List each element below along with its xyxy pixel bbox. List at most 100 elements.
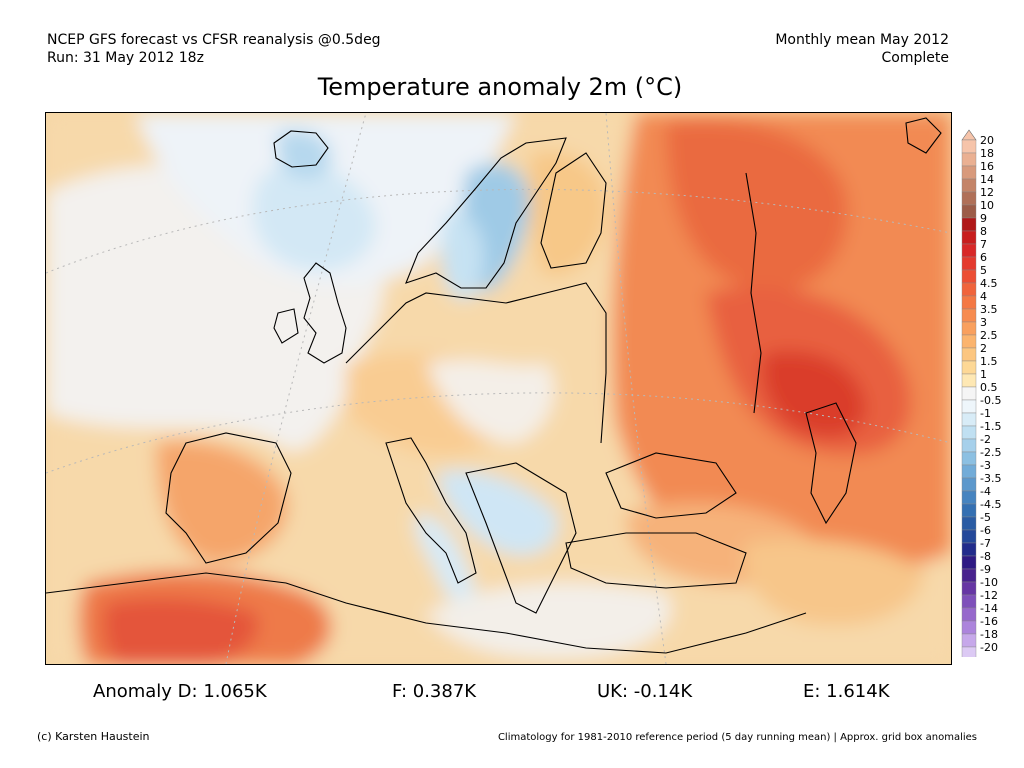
header-left: NCEP GFS forecast vs CFSR reanalysis @0.…	[47, 31, 381, 67]
colorbar-tick-label: -4	[980, 485, 991, 498]
colorbar-swatch	[961, 204, 977, 219]
colorbar-tick-label: 3.5	[980, 303, 998, 316]
colorbar-swatch	[961, 399, 977, 414]
stat-domain-anomaly: Anomaly D: 1.065K	[93, 681, 267, 702]
colorbar-tick-label: 2.5	[980, 329, 998, 342]
colorbar-tick-label: -3	[980, 459, 991, 472]
colorbar-swatch	[961, 438, 977, 453]
colorbar-swatch	[961, 308, 977, 323]
colorbar-swatch	[961, 152, 977, 167]
anomaly-map-graphic	[46, 113, 951, 664]
stat-europe-anomaly: E: 1.614K	[803, 681, 890, 702]
colorbar-tick-label: -12	[980, 589, 998, 602]
colorbar-swatch	[961, 334, 977, 349]
colorbar-tick-label: -18	[980, 628, 998, 641]
anomaly-stats: Anomaly D: 1.065K F: 0.387K UK: -0.14K E…	[0, 681, 1024, 707]
colorbar-tick-label: 3	[980, 316, 987, 329]
model-info: NCEP GFS forecast vs CFSR reanalysis @0.…	[47, 32, 381, 48]
colorbar-swatch	[961, 529, 977, 544]
map-title: Temperature anomaly 2m (°C)	[317, 73, 683, 101]
colorbar-labels: 201816141210987654.543.532.521.510.5-0.5…	[980, 134, 1001, 654]
colorbar-swatch	[961, 581, 977, 596]
colorbar-swatch	[961, 646, 977, 657]
colorbar-tick-label: 7	[980, 238, 987, 251]
colorbar-tick-label: 8	[980, 225, 987, 238]
colorbar-tick-label: 5	[980, 264, 987, 277]
colorbar-swatch	[961, 373, 977, 388]
colorbar-swatch	[961, 347, 977, 362]
colorbar-swatch	[961, 295, 977, 310]
colorbar-tick-label: 12	[980, 186, 994, 199]
stat-uk-anomaly: UK: -0.14K	[597, 681, 693, 702]
colorbar-tick-label: -2	[980, 433, 991, 446]
colorbar-tick-label: -10	[980, 576, 998, 589]
colorbar-tick-label: 18	[980, 147, 994, 160]
anomaly-map	[45, 112, 952, 665]
colorbar-tick-label: -1.5	[980, 420, 1001, 433]
colorbar-swatch	[961, 217, 977, 232]
colorbar-swatch	[961, 620, 977, 635]
colorbar-tick-label: 2	[980, 342, 987, 355]
colorbar-tick-label: 1.5	[980, 355, 998, 368]
colorbar-tick-label: -16	[980, 615, 998, 628]
colorbar-swatch	[961, 477, 977, 492]
colorbar-tick-label: 4	[980, 290, 987, 303]
colorbar-swatch	[961, 490, 977, 505]
colorbar-tick-label: 20	[980, 134, 994, 147]
colorbar-tick-label: 4.5	[980, 277, 998, 290]
colorbar-swatch	[961, 542, 977, 557]
colorbar-tick-label: -3.5	[980, 472, 1001, 485]
colorbar-swatch	[961, 594, 977, 609]
colorbar-tick-label: -5	[980, 511, 991, 524]
colorbar-swatches	[961, 129, 977, 657]
colorbar-tick-label: -14	[980, 602, 998, 615]
colorbar-tick-label: 14	[980, 173, 994, 186]
colorbar-tick-label: 10	[980, 199, 994, 212]
colorbar-tick-label: 16	[980, 160, 994, 173]
colorbar-swatch	[961, 633, 977, 648]
run-info: Run: 31 May 2012 18z	[47, 50, 204, 66]
status-info: Complete	[881, 50, 949, 66]
colorbar-swatch	[961, 412, 977, 427]
colorbar-tick-label: -2.5	[980, 446, 1001, 459]
colorbar-swatch	[961, 321, 977, 336]
colorbar-swatch	[961, 451, 977, 466]
colorbar-tick-label: -4.5	[980, 498, 1001, 511]
colorbar-tick-label: 0.5	[980, 381, 998, 394]
stat-france-anomaly: F: 0.387K	[392, 681, 477, 702]
coastlines	[46, 117, 942, 654]
colorbar-tick-label: -1	[980, 407, 991, 420]
period-info: Monthly mean May 2012	[775, 32, 949, 48]
colorbar-tick-label: -6	[980, 524, 991, 537]
header-right: Monthly mean May 2012 Complete	[775, 31, 949, 67]
colorbar-tick-label: -8	[980, 550, 991, 563]
colorbar-tick-label: -7	[980, 537, 991, 550]
colorbar-swatch	[961, 425, 977, 440]
graticule	[46, 113, 951, 664]
colorbar-swatch	[961, 568, 977, 583]
colorbar-tick-label: 1	[980, 368, 987, 381]
colorbar-tick-label: -20	[980, 641, 998, 654]
climatology-note: Climatology for 1981-2010 reference peri…	[497, 732, 977, 743]
colorbar-swatch	[961, 139, 977, 154]
colorbar-tick-label: -9	[980, 563, 991, 576]
colorbar-swatch	[961, 360, 977, 375]
colorbar-tick-label: 9	[980, 212, 987, 225]
colorbar-arrow-max	[961, 129, 977, 141]
colorbar-tick-label: 6	[980, 251, 987, 264]
colorbar-swatch	[961, 516, 977, 531]
colorbar-swatch	[961, 555, 977, 570]
colorbar-swatch	[961, 243, 977, 258]
colorbar-swatch	[961, 230, 977, 245]
colorbar-swatch	[961, 282, 977, 297]
colorbar-swatch	[961, 607, 977, 622]
colorbar-swatch	[961, 269, 977, 284]
copyright: (c) Karsten Haustein	[37, 730, 150, 743]
colorbar-swatch	[961, 165, 977, 180]
colorbar-legend: 201816141210987654.543.532.521.510.5-0.5…	[961, 129, 1001, 657]
colorbar-swatch	[961, 503, 977, 518]
colorbar-swatch	[961, 191, 977, 206]
colorbar-swatch	[961, 256, 977, 271]
anomaly-field	[46, 113, 951, 664]
colorbar-swatch	[961, 386, 977, 401]
